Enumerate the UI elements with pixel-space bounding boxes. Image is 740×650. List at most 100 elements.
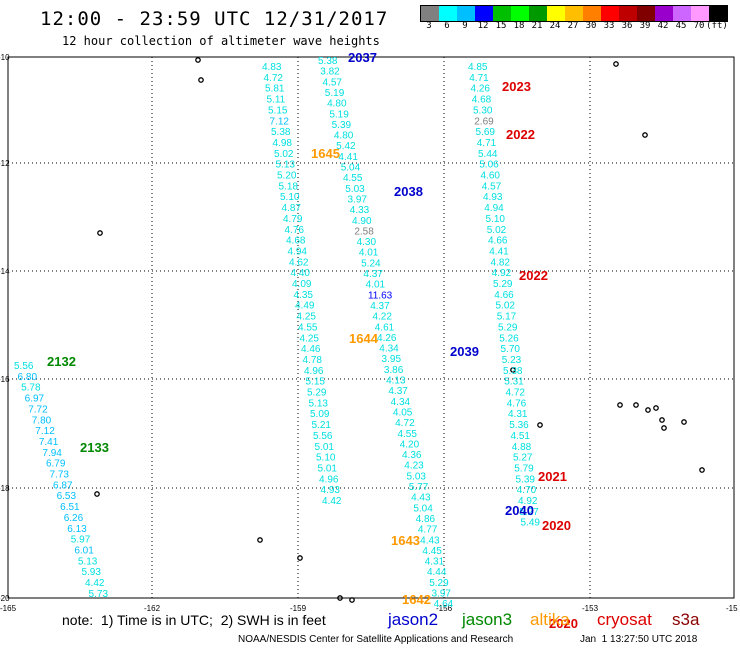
satellite-pass-label: 1643 — [391, 533, 420, 548]
legend-jason3: jason3 — [462, 610, 513, 629]
wave-height-value: 7.41 — [39, 437, 59, 448]
wave-height-value: 5.93 — [81, 567, 101, 578]
wave-height-value: 4.51 — [511, 431, 531, 442]
wave-height-value: 4.26 — [377, 333, 397, 344]
wave-height-value: 4.37 — [388, 386, 408, 397]
island — [659, 417, 665, 423]
wave-height-value: 7.12 — [270, 116, 290, 127]
wave-height-value: 5.02 — [274, 149, 294, 160]
scale-label: 27 — [567, 21, 579, 31]
wave-height-value: 4.37 — [363, 269, 383, 280]
wave-height-value: 5.29 — [307, 388, 327, 399]
longitude-label: -162 — [144, 604, 161, 613]
wave-height-value: 5.02 — [487, 225, 507, 236]
wave-height-value: 7.72 — [28, 404, 48, 415]
axis-labels: -10 -12 -14 -16 -18 -20-165 -162 -159 -156 -153 -1… — [0, 53, 738, 613]
wave-height-value: 5.38 — [271, 127, 291, 138]
map-frame — [7, 56, 735, 599]
longitude-label: -15 — [726, 604, 738, 613]
island — [510, 367, 516, 373]
wave-height-value: 7.12 — [35, 426, 55, 437]
wave-height-value: 4.30 — [357, 237, 377, 248]
wave-height-value: 5.56 — [313, 431, 333, 442]
satellite-pass-label: 2022 — [506, 127, 535, 142]
satellite-pass-label: 2020 — [542, 518, 571, 533]
legend-altika: altika — [530, 610, 570, 629]
wave-height-value: 4.80 — [334, 131, 354, 142]
satellite-pass-label: 1644 — [349, 331, 379, 346]
wave-height-value: 6.01 — [74, 545, 94, 556]
latitude-label: -12 — [0, 159, 10, 168]
scale-swatch — [601, 6, 619, 21]
wave-height-value: 4.01 — [366, 280, 386, 291]
scale-label: 3 — [426, 21, 432, 31]
latitude-label: -16 — [0, 375, 10, 384]
island — [349, 597, 355, 603]
scale-swatch — [673, 6, 691, 21]
wave-height-value: 4.45 — [422, 546, 442, 557]
wave-height-value: 5.79 — [514, 463, 534, 474]
wave-height-value: 4.94 — [288, 246, 308, 257]
legend-s3a: s3a — [672, 610, 700, 629]
wave-height-value: 4.93 — [321, 485, 341, 496]
wave-height-value: 5.10 — [280, 192, 300, 203]
island — [699, 467, 705, 473]
wave-height-value: 5.30 — [473, 105, 493, 116]
wave-height-value: 4.34 — [379, 344, 399, 355]
wave-height-value: 5.10 — [486, 214, 506, 225]
wave-height-value: 5.29 — [493, 279, 513, 290]
scale-swatch — [457, 6, 475, 21]
wave-height-value: 5.49 — [521, 518, 541, 529]
longitude-label: -156 — [436, 604, 453, 613]
island — [633, 402, 639, 408]
wave-height-value: 4.72 — [506, 388, 526, 399]
wave-height-value: 5.56 — [14, 361, 34, 372]
wave-height-value: 5.02 — [496, 301, 516, 312]
satellite-pass-label: 2020 — [549, 616, 578, 631]
wave-height-value: 5.13 — [276, 160, 296, 171]
wave-height-color-scale — [420, 5, 728, 22]
wave-height-value: 4.72 — [264, 73, 284, 84]
wave-height-value: 4.90 — [352, 216, 372, 227]
island — [653, 405, 659, 411]
wave-height-value: 4.36 — [402, 450, 422, 461]
wave-height-value: 5.04 — [413, 503, 433, 514]
satellite-pass-label: 2022 — [519, 268, 548, 283]
footer-note: note: 1) Time is in UTC; 2) SWH is in fe… — [62, 612, 326, 628]
scale-swatch — [511, 6, 529, 21]
wave-height-value: 4.79 — [283, 214, 303, 225]
altimeter-track-values: 4.834.725.815.115.157.125.384.985.025.13… — [14, 56, 540, 610]
wave-height-value: 5.23 — [502, 355, 522, 366]
wave-height-value: 5.36 — [509, 420, 529, 431]
wave-height-value: 6.87 — [53, 480, 73, 491]
wave-height-value: 4.86 — [416, 514, 436, 525]
wave-height-value: 4.87 — [282, 203, 302, 214]
wave-height-value: 4.85 — [468, 62, 488, 73]
wave-height-value: 5.13 — [309, 398, 329, 409]
scale-swatch — [691, 6, 709, 21]
scale-swatch — [475, 6, 493, 21]
wave-height-value: 5.06 — [479, 160, 499, 171]
wave-height-value: 6.97 — [25, 394, 45, 405]
wave-height-value: 4.57 — [323, 77, 343, 88]
wave-height-value: 4.40 — [291, 268, 311, 279]
scale-swatch — [637, 6, 655, 21]
wave-height-value: 5.69 — [476, 127, 496, 138]
wave-height-value: 5.11 — [267, 95, 286, 106]
wave-height-value: 5.09 — [310, 409, 330, 420]
longitude-label: -165 — [0, 604, 17, 613]
satellite-pass-label: 2021 — [538, 469, 567, 484]
scale-label: 9 — [462, 21, 468, 31]
wave-height-value: 5.17 — [497, 312, 517, 323]
island — [198, 77, 204, 83]
island — [337, 595, 343, 601]
wave-height-value: 5.31 — [504, 377, 524, 388]
wave-height-value: 4.64 — [434, 599, 454, 610]
wave-height-value: 4.34 — [391, 397, 411, 408]
wave-height-value: 4.09 — [292, 279, 312, 290]
island — [297, 555, 303, 561]
island — [681, 419, 687, 425]
island — [97, 230, 103, 236]
scale-swatch — [493, 6, 511, 21]
scale-label: 21 — [531, 21, 543, 31]
